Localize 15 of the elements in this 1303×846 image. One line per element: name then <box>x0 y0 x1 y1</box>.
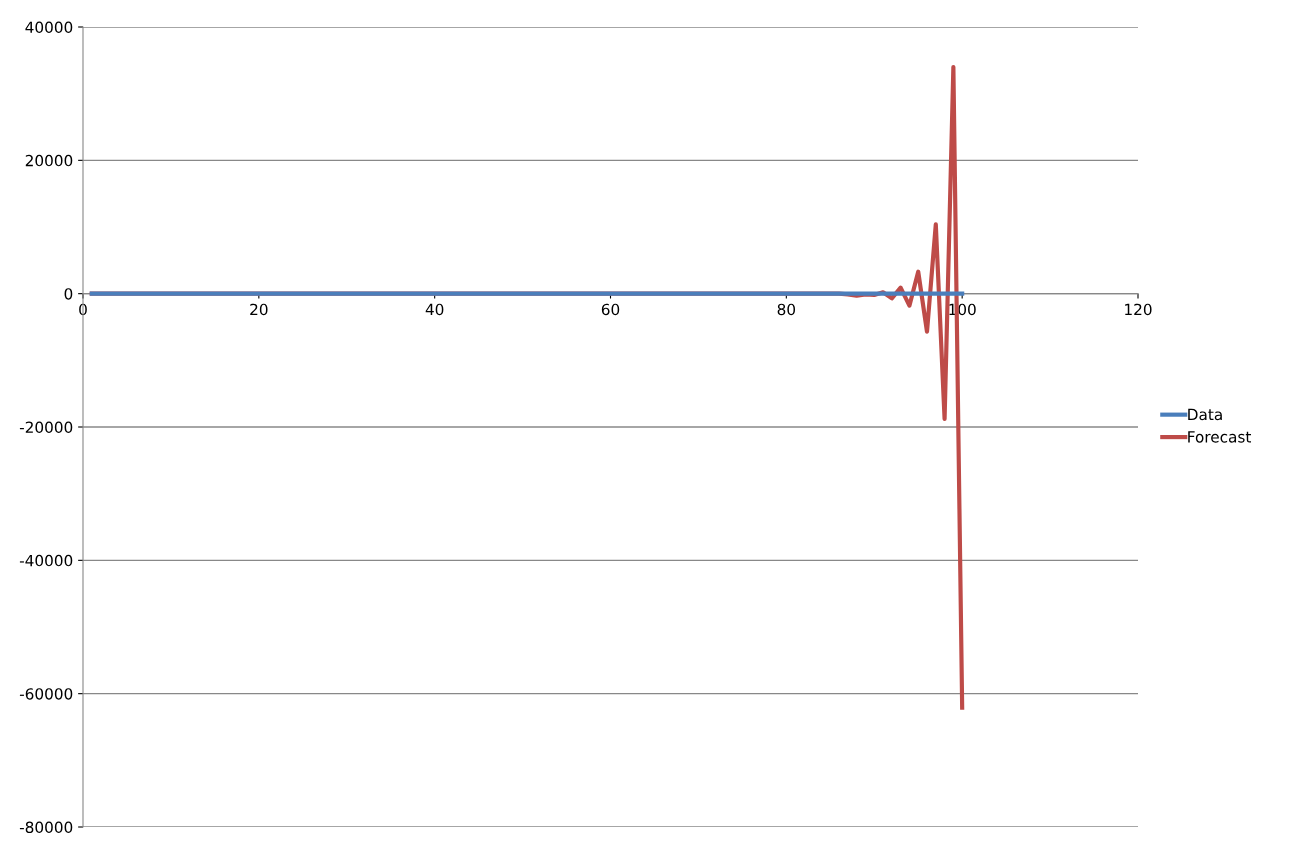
y-tick-label: 0 <box>64 288 73 300</box>
y-tick-label: -80000 <box>19 821 73 834</box>
y-tick-label: -40000 <box>19 554 73 567</box>
y-tick-label: -20000 <box>19 421 73 434</box>
legend-label: Data <box>1188 408 1222 421</box>
x-tick-label: 40 <box>425 303 444 316</box>
x-tick-label: 0 <box>79 303 87 316</box>
x-tick-label: 80 <box>777 303 796 316</box>
x-tick-label: 120 <box>1125 303 1152 316</box>
y-tick-label: -60000 <box>19 688 73 700</box>
legend-label: Forecast <box>1188 431 1252 443</box>
x-tick-label: 60 <box>601 303 620 316</box>
x-tick-label: 20 <box>250 303 268 316</box>
y-tick-label: 20000 <box>25 154 73 167</box>
y-tick-label: 40000 <box>25 21 73 34</box>
